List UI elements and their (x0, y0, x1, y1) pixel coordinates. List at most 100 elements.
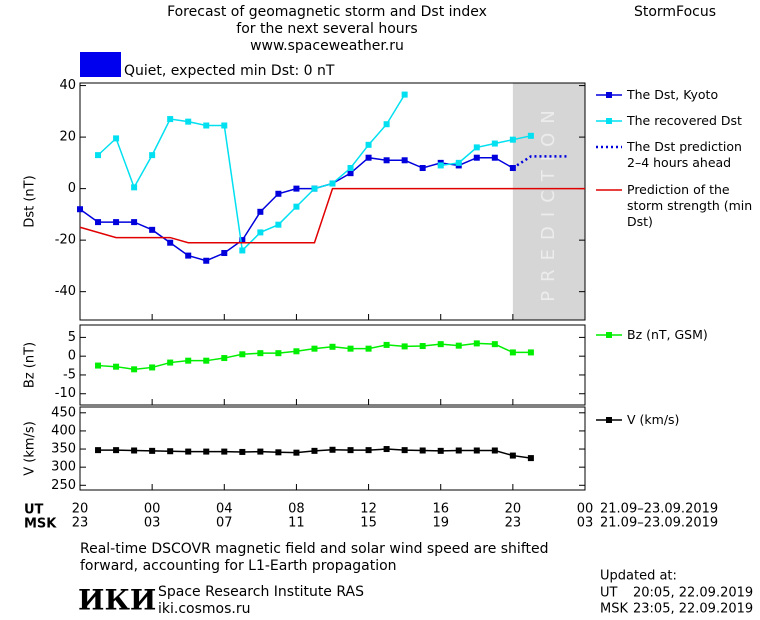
data-point (221, 250, 228, 257)
data-point (365, 447, 372, 454)
legend-label: V (km/s) (627, 412, 680, 427)
updated-msk-label: MSK (600, 602, 628, 617)
legend-label: Bz (nT, GSM) (627, 327, 708, 342)
data-point (131, 447, 138, 454)
ut-label: UT (24, 503, 44, 518)
status-box (80, 52, 121, 77)
legend-label: The Dst prediction 2–4 hours ahead (627, 139, 742, 170)
data-point (185, 357, 192, 364)
data-point (347, 345, 354, 352)
data-point (527, 349, 534, 356)
title: Forecast of geomagnetic storm and Dst in… (167, 4, 487, 20)
x-tick-label-msk: 03 (144, 516, 161, 531)
data-point (455, 342, 462, 349)
x-tick-label: 08 (288, 502, 305, 517)
x-tick-label-msk: 15 (360, 516, 377, 531)
data-point (293, 348, 300, 355)
data-point (149, 364, 156, 371)
data-point (185, 118, 192, 125)
data-point (383, 157, 390, 164)
prediction-region (512, 83, 585, 320)
data-point (401, 343, 408, 350)
data-point (437, 447, 444, 454)
data-point (221, 122, 228, 129)
data-point (311, 345, 318, 352)
ut-range: 21.09–23.09.2019 (600, 502, 718, 517)
data-point (311, 185, 318, 192)
y-axis-label: V (km/s) (23, 421, 38, 476)
data-point (113, 363, 120, 370)
data-point (113, 447, 120, 454)
data-point (509, 452, 516, 459)
prediction-label: PREDICTION (538, 101, 559, 301)
title: www.spaceweather.ru (250, 38, 404, 54)
y-tick-label: -10 (55, 386, 76, 401)
data-point (383, 446, 390, 453)
data-point (473, 144, 480, 151)
series-line (512, 155, 567, 170)
panel-frame (79, 406, 586, 491)
data-point (401, 91, 408, 98)
data-point (95, 362, 102, 369)
updated-ut-label: UT (600, 586, 618, 601)
data-point (329, 180, 336, 187)
y-tick-label: 450 (51, 405, 76, 420)
data-point (239, 448, 246, 455)
updated-heading: Updated at: (600, 569, 677, 584)
data-point (473, 154, 480, 161)
y-tick-label: 40 (59, 78, 76, 93)
data-point (113, 219, 120, 226)
panel-frame (79, 324, 586, 406)
data-point (419, 165, 426, 172)
y-axis-label: Dst (nT) (23, 175, 38, 227)
data-point (167, 448, 174, 455)
x-tick-label: 16 (432, 502, 449, 517)
series-line (79, 187, 585, 244)
data-point (275, 449, 282, 456)
data-point (131, 366, 138, 373)
x-tick-label: 12 (360, 502, 377, 517)
data-point (203, 448, 210, 455)
data-point (437, 341, 444, 348)
data-point (257, 448, 264, 455)
y-tick-label: -5 (63, 367, 76, 382)
x-tick-label-msk: 03 (577, 516, 594, 531)
y-tick-label: -20 (55, 233, 76, 248)
data-point (95, 152, 102, 159)
panel-frame (79, 82, 586, 321)
data-point (203, 257, 210, 264)
x-tick-label: 04 (216, 502, 233, 517)
y-tick-label: 0 (68, 349, 76, 364)
data-point (419, 343, 426, 350)
data-point (383, 341, 390, 348)
url: iki.cosmos.ru (158, 601, 250, 617)
data-point (365, 141, 372, 148)
y-tick-label: 0 (68, 181, 76, 196)
data-point (293, 449, 300, 456)
data-point (347, 447, 354, 454)
data-point (149, 152, 156, 159)
data-point (419, 447, 426, 454)
data-point (95, 447, 102, 454)
updated-msk: 23:05, 22.09.2019 (633, 602, 753, 617)
data-point (491, 154, 498, 161)
legend-marker (606, 332, 612, 338)
data-point (455, 159, 462, 166)
x-tick-label-msk: 07 (216, 516, 233, 531)
legend-marker (606, 118, 612, 124)
y-tick-label: 20 (59, 130, 76, 145)
series-line (440, 135, 532, 167)
data-point (149, 447, 156, 454)
data-point (437, 162, 444, 169)
data-point (95, 219, 102, 226)
data-point (509, 136, 516, 143)
x-tick-label: 20 (72, 502, 89, 517)
data-point (185, 448, 192, 455)
series-line (97, 94, 406, 253)
data-point (347, 170, 354, 177)
data-point (203, 122, 210, 129)
y-tick-label: -40 (55, 284, 76, 299)
data-point (131, 184, 138, 191)
